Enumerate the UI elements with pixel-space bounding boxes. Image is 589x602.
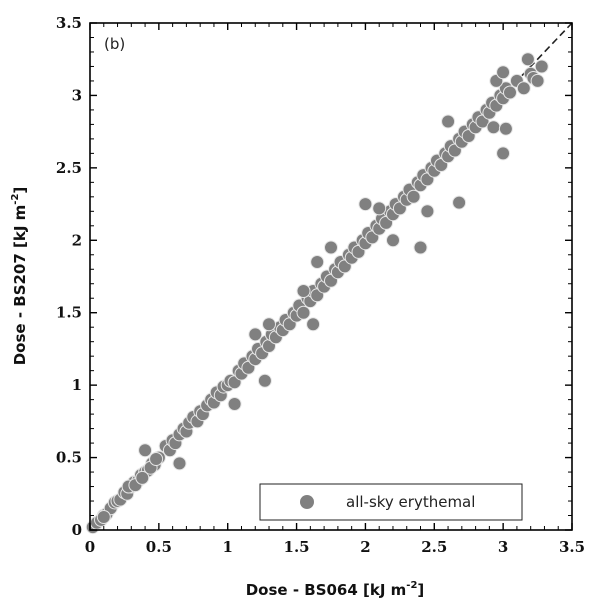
y-tick-label: 2 [72, 231, 82, 249]
data-point [503, 85, 517, 100]
panel-label: (b) [104, 35, 125, 53]
y-tick-label: 0.5 [56, 449, 82, 467]
x-tick-label: 2.5 [421, 538, 447, 556]
legend-marker-icon [300, 495, 314, 509]
x-tick-label: 0 [85, 538, 95, 556]
data-point [496, 146, 511, 161]
data-point [138, 443, 153, 458]
y-axis-label-superscript: -2 [10, 194, 21, 205]
plot-frame [89, 22, 573, 531]
data-point [172, 456, 187, 471]
data-point [306, 317, 321, 332]
x-tick-label: 2 [360, 538, 370, 556]
data-point [441, 114, 456, 129]
data-point [452, 195, 467, 210]
data-point [498, 121, 513, 136]
data-point [372, 201, 387, 216]
data-point [296, 284, 311, 298]
x-tick-label: 3.5 [559, 538, 585, 556]
y-tick-label: 1 [72, 376, 82, 394]
y-axis-label-main: Dose - BS207 [kJ m [11, 205, 29, 366]
x-tick-label: 3 [498, 538, 508, 556]
data-point [149, 452, 164, 466]
data-point [262, 317, 276, 332]
data-point [406, 189, 421, 204]
data-point [534, 59, 549, 74]
data-point [248, 327, 263, 342]
data-point [296, 305, 311, 320]
y-tick-label: 2.5 [56, 159, 82, 177]
data-point [386, 233, 400, 248]
data-point [420, 204, 435, 219]
axis-ticks: 0 0.5 1 1.5 2 2.5 3 3.5 0 0.5 1 1.5 2 2.5 3 3.5 [56, 14, 585, 556]
data-point [257, 373, 272, 388]
y-tick-label: 3.5 [56, 14, 82, 32]
data-point [413, 240, 428, 255]
data-point [310, 255, 325, 269]
data-point [324, 240, 338, 255]
data-point [530, 73, 545, 88]
y-axis-label: Dose - BS207 [kJ m-2] [10, 187, 29, 366]
data-point [486, 120, 501, 135]
data-point [516, 81, 531, 96]
x-axis-label: Dose - BS064 [kJ m-2] [246, 580, 425, 599]
y-axis-label-close: ] [11, 187, 29, 194]
x-tick-label: 0.5 [146, 538, 172, 556]
x-axis-label-main: Dose - BS064 [kJ m [246, 581, 407, 599]
legend: all-sky erythemal [259, 483, 523, 521]
data-point [96, 510, 111, 524]
y-tick-label: 1.5 [56, 304, 82, 322]
x-axis-label-close: ] [417, 581, 424, 599]
x-tick-label: 1 [222, 538, 232, 556]
data-point [520, 52, 535, 67]
y-tick-label: 3 [72, 86, 82, 104]
y-tick-label: 0 [72, 521, 82, 539]
data-point [227, 397, 242, 411]
x-axis-label-superscript: -2 [406, 580, 417, 591]
data-point [135, 470, 150, 485]
data-point [496, 65, 511, 80]
legend-label: all-sky erythemal [346, 493, 475, 511]
data-point [358, 197, 373, 212]
data-points [85, 52, 549, 535]
x-tick-label: 1.5 [284, 538, 310, 556]
